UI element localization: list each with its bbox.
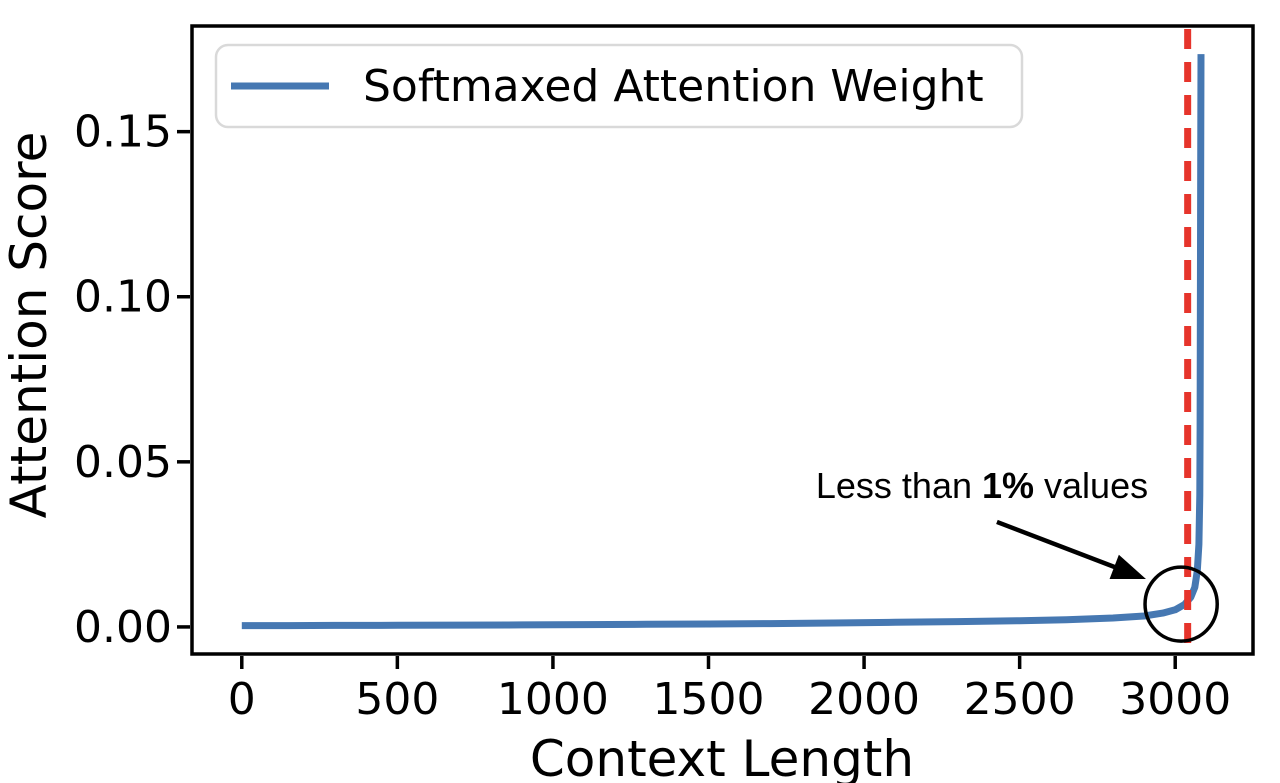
annotation-shapes-layer bbox=[996, 519, 1219, 643]
annotation-arrow-line bbox=[996, 519, 1128, 574]
x-tick-label: 3000 bbox=[1119, 674, 1231, 725]
y-tick-label: 0.05 bbox=[74, 437, 172, 488]
x-axis-label: Context Length bbox=[530, 730, 914, 783]
x-tick-label: 2500 bbox=[964, 674, 1076, 725]
annotation-text: Less than 1% values bbox=[816, 465, 1148, 506]
y-axis-label: Attention Score bbox=[0, 132, 58, 519]
x-tick-label: 1000 bbox=[497, 674, 609, 725]
legend-entry-label: Softmaxed Attention Weight bbox=[363, 61, 984, 112]
series-line bbox=[241, 54, 1205, 630]
annotation-circle bbox=[1143, 565, 1219, 643]
x-tick-label: 1500 bbox=[653, 674, 765, 725]
y-tick-label: 0.10 bbox=[74, 272, 172, 323]
x-tick-label: 0 bbox=[228, 674, 256, 725]
axis-ticks-layer: 0 500 1000 1500 2000 2500 3000 0.00 0.05 0.10 0.15 bbox=[74, 107, 1231, 725]
legend: Softmaxed Attention Weight bbox=[214, 43, 1024, 129]
annotation-arrowhead bbox=[1109, 554, 1146, 580]
plot-frame bbox=[190, 24, 1255, 656]
y-tick-label: 0.00 bbox=[74, 602, 172, 653]
series-line-layer bbox=[241, 54, 1205, 630]
y-tick-label: 0.15 bbox=[74, 107, 172, 158]
legend-box bbox=[214, 43, 1024, 129]
x-tick-label: 2000 bbox=[808, 674, 920, 725]
x-tick-label: 500 bbox=[355, 674, 439, 725]
